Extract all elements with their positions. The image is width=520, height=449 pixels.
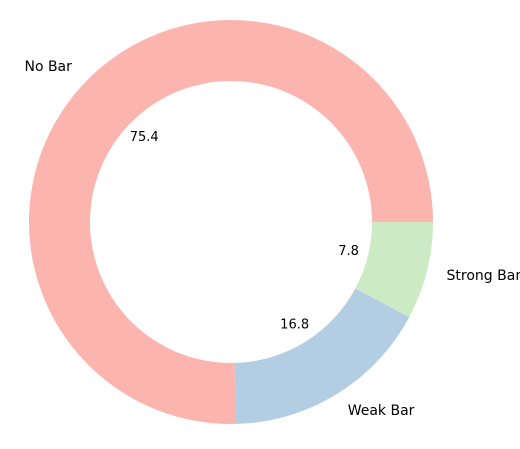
slice-weak-bar	[234, 288, 410, 424]
slice-no-bar	[28, 19, 433, 425]
slice-strong-bar	[355, 222, 433, 318]
category-label-strong-bar: Strong Bar	[447, 268, 520, 284]
category-label-no-bar: No Bar	[24, 59, 72, 75]
labels-group: No Bar 75.4 Weak Bar 16.8 Strong Bar 7.8	[24, 59, 520, 419]
value-label-no-bar: 75.4	[130, 130, 159, 145]
value-label-weak-bar: 16.8	[280, 318, 309, 333]
value-label-strong-bar: 7.8	[338, 244, 359, 259]
category-label-weak-bar: Weak Bar	[348, 403, 415, 419]
slices-group	[28, 19, 433, 425]
